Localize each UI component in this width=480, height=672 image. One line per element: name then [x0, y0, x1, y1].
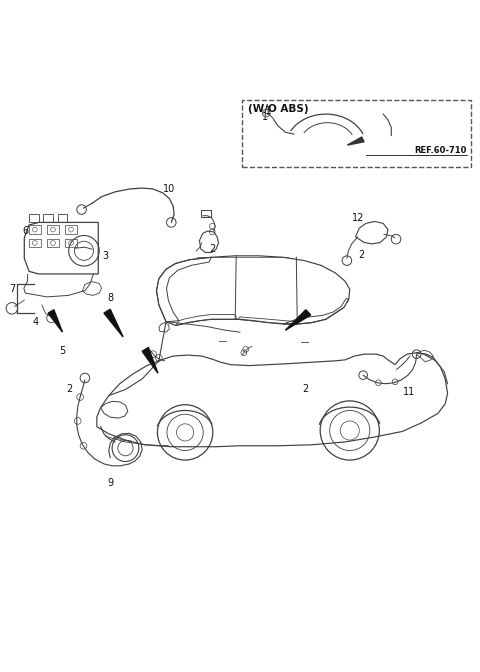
Bar	[65, 239, 77, 247]
Bar	[242, 99, 471, 167]
Text: 11: 11	[403, 387, 416, 397]
Text: 5: 5	[60, 346, 66, 356]
Text: 1: 1	[264, 106, 271, 116]
Text: 2: 2	[359, 250, 365, 260]
Polygon shape	[104, 309, 123, 337]
Polygon shape	[348, 137, 364, 145]
Text: 4: 4	[33, 317, 39, 327]
Text: 2: 2	[209, 244, 216, 254]
Bar	[29, 225, 40, 234]
Text: REF.60-710: REF.60-710	[414, 146, 467, 155]
Bar	[47, 239, 59, 247]
Bar	[29, 239, 40, 247]
Bar	[29, 214, 38, 222]
Polygon shape	[48, 310, 62, 332]
Text: 10: 10	[163, 184, 176, 194]
Text: 3: 3	[102, 251, 108, 261]
Polygon shape	[285, 310, 311, 330]
Text: 1: 1	[262, 112, 268, 122]
Bar	[43, 214, 53, 222]
Text: 2: 2	[303, 384, 309, 394]
Bar	[201, 210, 211, 216]
Text: 2: 2	[66, 384, 72, 394]
Polygon shape	[142, 347, 158, 373]
Text: (W/O ABS): (W/O ABS)	[248, 103, 309, 114]
Bar	[47, 225, 59, 234]
Text: 6: 6	[22, 226, 28, 236]
Text: 9: 9	[107, 478, 113, 488]
Text: 8: 8	[107, 293, 113, 303]
Bar	[58, 214, 67, 222]
Bar	[65, 225, 77, 234]
Text: 7: 7	[9, 284, 15, 294]
Text: 12: 12	[352, 212, 364, 222]
